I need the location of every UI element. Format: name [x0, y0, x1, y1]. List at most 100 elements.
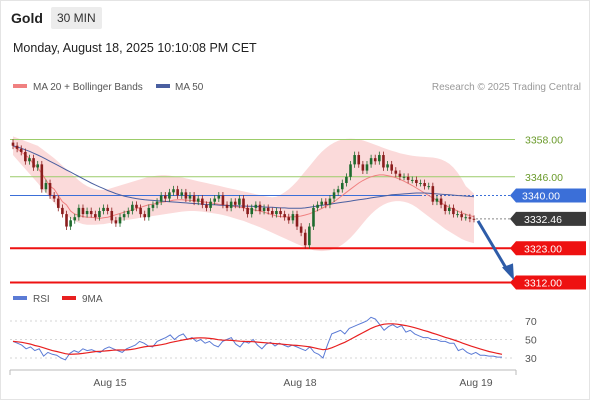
candle-body: [448, 207, 451, 211]
candles: [11, 139, 476, 249]
candle: [246, 204, 249, 218]
candle: [369, 154, 373, 168]
candle: [172, 185, 175, 196]
rsi-ma-legend-swatch: [62, 296, 76, 300]
candle-body: [225, 204, 229, 208]
candle-body: [40, 164, 44, 190]
candle: [131, 201, 134, 215]
candle: [242, 195, 245, 212]
candle: [336, 185, 340, 196]
rsi-tick-50: 50: [525, 335, 537, 347]
candle: [56, 195, 60, 212]
candle-body: [419, 183, 422, 185]
candle-body: [439, 198, 443, 205]
candle-body: [353, 155, 356, 165]
candle: [353, 151, 356, 168]
candle: [221, 192, 225, 209]
candle: [254, 201, 258, 212]
candle: [15, 142, 19, 153]
candle: [423, 179, 426, 190]
candle-body: [106, 207, 109, 211]
candle-body: [303, 232, 307, 246]
x-tick-aug-18: Aug 18: [283, 377, 316, 389]
rsi-line: [12, 316, 502, 361]
candle: [435, 195, 439, 206]
rsi-tick-70: 70: [525, 316, 537, 328]
candle: [73, 213, 77, 224]
candle: [196, 195, 200, 206]
candle-body: [275, 211, 278, 215]
candle-body: [98, 211, 101, 218]
candle: [386, 160, 389, 171]
candle-body: [357, 155, 361, 165]
candle: [225, 201, 229, 212]
candle-body: [443, 204, 447, 211]
candle: [472, 215, 476, 223]
candle: [61, 204, 64, 218]
candle-body: [15, 145, 19, 149]
candle-body: [209, 201, 212, 208]
candle-body: [114, 220, 118, 224]
candle-body: [316, 204, 319, 208]
candle-body: [345, 176, 348, 184]
candle-body: [94, 214, 97, 218]
candle: [378, 151, 381, 165]
candle: [135, 201, 138, 212]
candle: [390, 160, 393, 175]
candle-body: [320, 201, 324, 205]
candle: [328, 195, 332, 209]
symbol-label: Gold: [11, 10, 43, 26]
candle-body: [295, 214, 299, 227]
candle: [452, 204, 455, 218]
candle: [205, 201, 208, 212]
candle-body: [147, 207, 151, 218]
x-tick-aug-19: Aug 19: [459, 377, 492, 389]
pivot-label: 3340.00: [522, 190, 560, 202]
candle: [357, 151, 361, 168]
ma20-legend-swatch: [13, 84, 27, 88]
candle: [312, 204, 315, 230]
candle-body: [172, 189, 175, 193]
candle-body: [312, 207, 315, 227]
candle-body: [279, 211, 282, 215]
copyright-label: Research © 2025 Trading Central: [432, 82, 581, 93]
candle-body: [221, 195, 225, 205]
ma50-legend-swatch: [156, 84, 170, 88]
candle: [291, 210, 295, 224]
candle: [332, 188, 336, 202]
candle-body: [464, 217, 468, 219]
candle: [275, 207, 278, 218]
candle-body: [69, 220, 72, 227]
support-tag-3312-00: [510, 275, 586, 290]
candle-body: [205, 204, 208, 208]
candle: [419, 179, 422, 187]
candle-body: [332, 192, 336, 199]
timeframe-button[interactable]: 30 MIN: [51, 7, 102, 29]
candle-body: [126, 211, 130, 215]
candle: [184, 188, 188, 202]
candle: [77, 204, 81, 221]
candle-body: [472, 218, 476, 220]
candle-body: [139, 207, 142, 215]
candle-body: [324, 201, 328, 205]
candle: [448, 204, 451, 215]
candle: [394, 167, 398, 178]
ma50-legend-label: MA 50: [175, 82, 204, 93]
candle: [410, 176, 414, 184]
candle-body: [135, 204, 138, 208]
candle: [48, 179, 52, 199]
candle: [11, 139, 15, 150]
candle-body: [159, 195, 163, 202]
candle: [460, 210, 463, 221]
candle-body: [468, 217, 472, 219]
candle-body: [386, 164, 389, 168]
candle: [40, 160, 44, 193]
candle: [464, 213, 468, 221]
candle: [398, 170, 402, 181]
candle-body: [238, 198, 241, 205]
candle-body: [402, 176, 406, 178]
candle-body: [328, 198, 332, 205]
candle: [427, 182, 431, 190]
candle-body: [390, 164, 393, 171]
candle-body: [254, 204, 258, 208]
